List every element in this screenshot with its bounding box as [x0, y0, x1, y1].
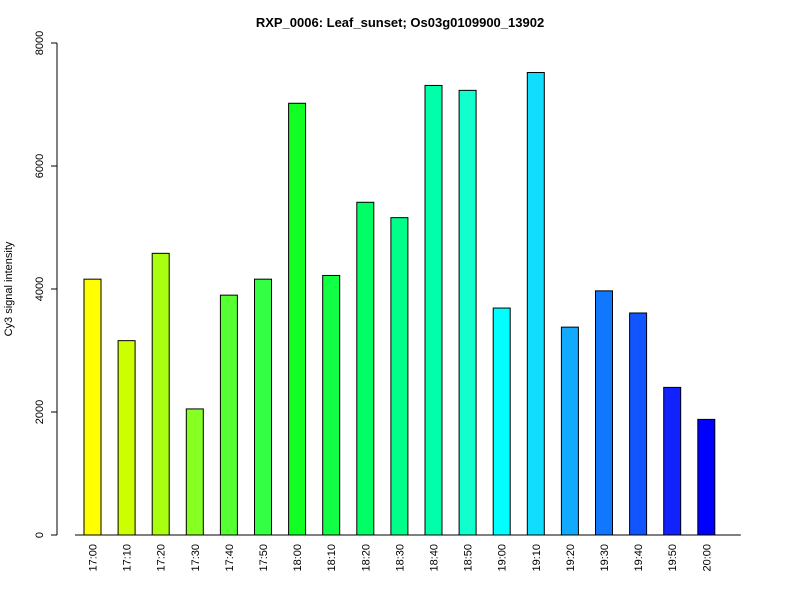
bar-1710: [117, 340, 136, 536]
x-tick-label: 17:10: [122, 544, 134, 572]
bar-1810: [322, 274, 341, 536]
x-axis: 17:00 17:10 17:20 17:30 17:40 17:50 18:00 18:10…: [75, 534, 741, 572]
x-tick-label: 19:40: [633, 544, 645, 572]
x-tick-label: 18:20: [360, 544, 372, 572]
y-tick-label: 4000: [34, 277, 46, 301]
bar-1730: [185, 408, 204, 536]
y-tick-label: 8000: [34, 31, 46, 55]
x-tick-label: 17:40: [224, 544, 236, 572]
bar-1750: [254, 278, 272, 536]
bars-group: [83, 72, 716, 536]
x-tick-label: 18:40: [429, 544, 441, 572]
bar-1800: [288, 102, 307, 536]
x-tick-label: 18:30: [394, 544, 406, 572]
bar-1930: [595, 290, 613, 536]
x-tick-label: 20:00: [701, 544, 713, 572]
bar-1830: [390, 217, 409, 536]
x-tick-label: 19:00: [497, 544, 509, 572]
bar-1850: [458, 89, 477, 536]
x-tick-label: 19:10: [531, 544, 543, 572]
bar-1940: [629, 312, 648, 536]
bar-2000: [697, 418, 716, 536]
y-axis-label: Cy3 signal intensity: [3, 241, 15, 336]
bar-1740: [219, 294, 238, 536]
bar-1720: [151, 252, 170, 536]
bar-1900: [492, 307, 511, 536]
bar-1840: [424, 84, 443, 536]
x-tick-label: 19:50: [667, 544, 679, 572]
x-tick-label: 17:30: [190, 544, 202, 572]
bar-1700: [83, 278, 102, 536]
y-axis: 0 2000 4000 6000 8000: [34, 31, 58, 538]
y-tick-label: 2000: [34, 400, 46, 424]
x-tick-label: 18:10: [326, 544, 338, 572]
y-tick-label: 6000: [34, 154, 46, 178]
x-tick-label: 19:20: [565, 544, 577, 572]
bar-1950: [663, 386, 682, 536]
bar-1920: [560, 326, 579, 536]
bar-1910: [526, 72, 545, 536]
x-tick-label: 18:50: [463, 544, 475, 572]
x-tick-label: 17:50: [258, 544, 270, 572]
x-tick-label: 19:30: [599, 544, 611, 572]
y-tick-label: 0: [34, 532, 46, 538]
chart-title: RXP_0006: Leaf_sunset; Os03g0109900_1390…: [256, 15, 544, 30]
bar-1820: [356, 201, 375, 536]
x-tick-label: 17:00: [88, 544, 100, 572]
x-tick-label: 17:20: [156, 544, 168, 572]
x-tick-label: 18:00: [292, 544, 304, 572]
